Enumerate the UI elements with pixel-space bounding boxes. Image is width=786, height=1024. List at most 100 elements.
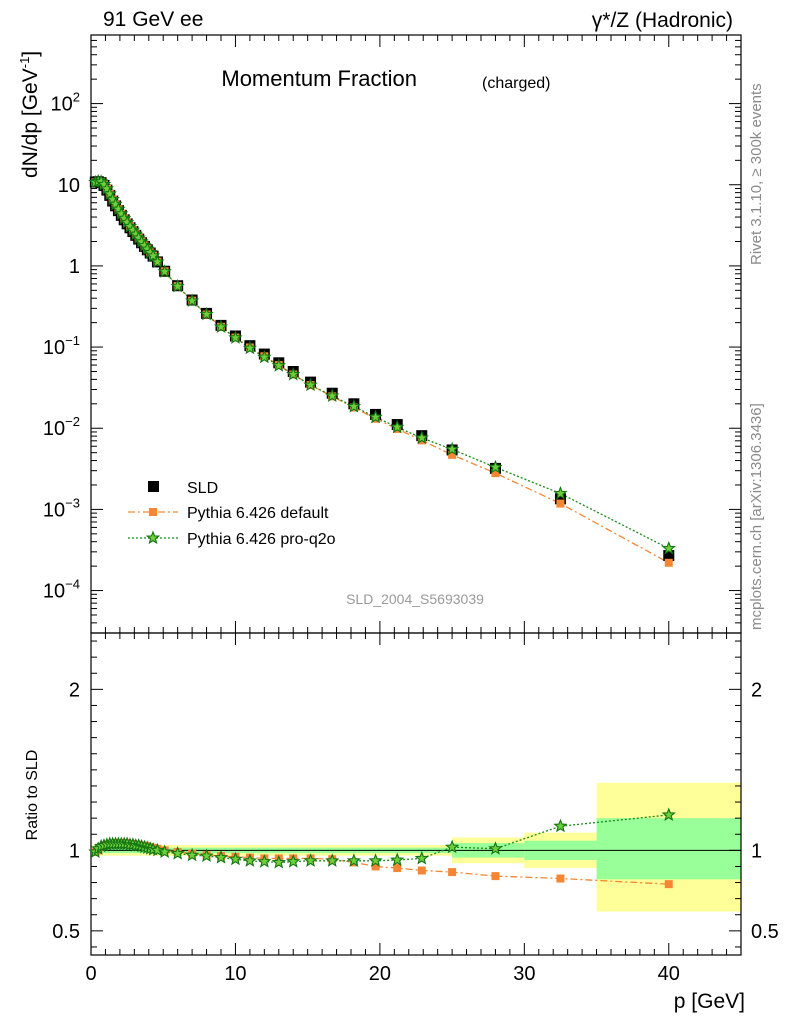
header-right: γ*/Z (Hadronic)	[592, 9, 733, 32]
main-series-layer	[88, 173, 676, 567]
ylabel-close: ]	[19, 51, 42, 57]
ratio-default-point	[371, 862, 380, 871]
x-tick-label: 40	[658, 963, 680, 985]
ratio-default-point	[664, 880, 673, 889]
default-point	[448, 450, 457, 459]
ratio-y-tick-label-left: 2	[69, 679, 80, 701]
header-left: 91 GeV ee	[103, 8, 203, 31]
y-tick-label: 10−2	[43, 414, 80, 440]
ratio-axes: 0.5 0.51 12 20 10 20 30 40	[52, 632, 779, 985]
pro-point	[157, 264, 172, 278]
pro-point	[271, 358, 286, 372]
ratio-pro-point	[257, 854, 272, 868]
ratio-series-layer	[88, 807, 676, 889]
y-tick-exp: −1	[65, 333, 80, 348]
default-point	[664, 558, 673, 567]
ratio-default-point	[393, 864, 402, 873]
y-tick-base: 10	[43, 581, 65, 603]
pro-point	[184, 293, 200, 308]
y-tick-exp: −3	[65, 495, 80, 510]
ratio-pro-point	[199, 848, 214, 863]
legend-sld-label: SLD	[187, 480, 218, 497]
x-tick-label: 10	[224, 963, 246, 985]
y-tick-exp: −2	[65, 414, 80, 429]
ratio-pro-point	[228, 851, 243, 866]
y-tick-exp: 2	[73, 90, 80, 105]
y-tick-base: 10	[43, 418, 65, 440]
ylabel-text: dN/dp [GeV	[19, 68, 42, 178]
y-tick-base: 1	[69, 256, 80, 278]
ratio-pro-point	[242, 853, 258, 867]
legend-pro-label: Pythia 6.426 pro-q2o	[187, 531, 336, 548]
pro-point	[170, 278, 185, 293]
watermark: SLD_2004_S5693039	[346, 591, 484, 607]
ratio-pro-point	[325, 853, 340, 867]
ylabel-exp: -1	[17, 57, 32, 69]
mcplots-label: mcplots.cern.ch [arXiv:1306.3436]	[748, 403, 765, 630]
ratio-pro-point	[488, 841, 503, 855]
ratio-default-point	[556, 874, 565, 883]
ratio-default-point	[491, 872, 500, 881]
ratio-pro-point	[661, 807, 676, 821]
pro-point	[303, 377, 318, 392]
pro-point	[257, 349, 272, 364]
main-plot-title-suffix: (charged)	[482, 75, 550, 92]
default-point	[556, 499, 565, 508]
pro-point	[199, 306, 214, 321]
ratio-pro-point	[444, 839, 460, 854]
ratio-y-tick-label-left: 1	[69, 840, 80, 862]
x-axis-label: p [GeV]	[674, 990, 745, 1013]
pro-point	[444, 441, 460, 456]
pro-point	[325, 388, 340, 403]
pro-point	[228, 330, 243, 344]
pro-point	[286, 366, 301, 381]
ratio-y-tick-label-right: 0.5	[751, 921, 779, 943]
pro-point	[213, 319, 229, 334]
x-tick-label: 30	[513, 963, 535, 985]
series-pro-line	[95, 180, 670, 550]
y-tick-label: 102	[51, 90, 80, 116]
y-tick-base: 10	[58, 175, 80, 197]
pro-point	[242, 340, 258, 355]
ratio-pro-point	[286, 854, 301, 868]
ratio-pro-point	[213, 850, 229, 864]
pro-point	[488, 459, 503, 474]
y-tick-label: 10−3	[43, 495, 80, 521]
y-tick-label: 10	[58, 175, 80, 197]
pro-point	[150, 254, 165, 268]
ratio-pro-point	[390, 852, 405, 867]
series-default-line	[95, 181, 670, 564]
pro-point	[102, 186, 117, 201]
y-tick-label: 1	[69, 256, 80, 278]
ratio-pro-point	[157, 844, 172, 859]
x-tick-label: 20	[369, 963, 391, 985]
sld-point	[554, 493, 566, 505]
ratio-pro-point	[170, 846, 185, 860]
green-band	[596, 818, 741, 880]
ratio-y-tick-label-right: 1	[751, 840, 762, 862]
ratio-default-point	[448, 868, 457, 877]
sld-point	[663, 550, 675, 562]
ratio-default-point	[417, 866, 426, 875]
legend-default-label: Pythia 6.426 default	[187, 505, 329, 522]
legend: SLD Pythia 6.426 default Pythia 6.426 pr…	[128, 480, 336, 548]
default-point	[491, 469, 500, 478]
y-tick-label: 10−4	[43, 577, 80, 603]
legend-default-marker	[149, 508, 157, 516]
pro-point	[346, 399, 362, 413]
ratio-pro-point	[368, 853, 383, 867]
pro-point	[145, 248, 161, 262]
y-tick-exp: −4	[65, 577, 80, 592]
pro-point	[661, 540, 676, 555]
main-ylabel: dN/dp [GeV-1]	[17, 51, 42, 178]
ratio-ylabel: Ratio to SLD	[24, 750, 41, 841]
legend-pro-marker	[145, 530, 161, 545]
ratio-pro-point	[271, 854, 286, 869]
legend-sld-marker	[148, 481, 159, 492]
ratio-plot-panel: 0.5 0.51 12 20 10 20 30 40 Ratio to SLD p [GeV]	[24, 632, 779, 1013]
x-tick-label: 0	[85, 963, 96, 985]
pro-point	[390, 419, 405, 434]
